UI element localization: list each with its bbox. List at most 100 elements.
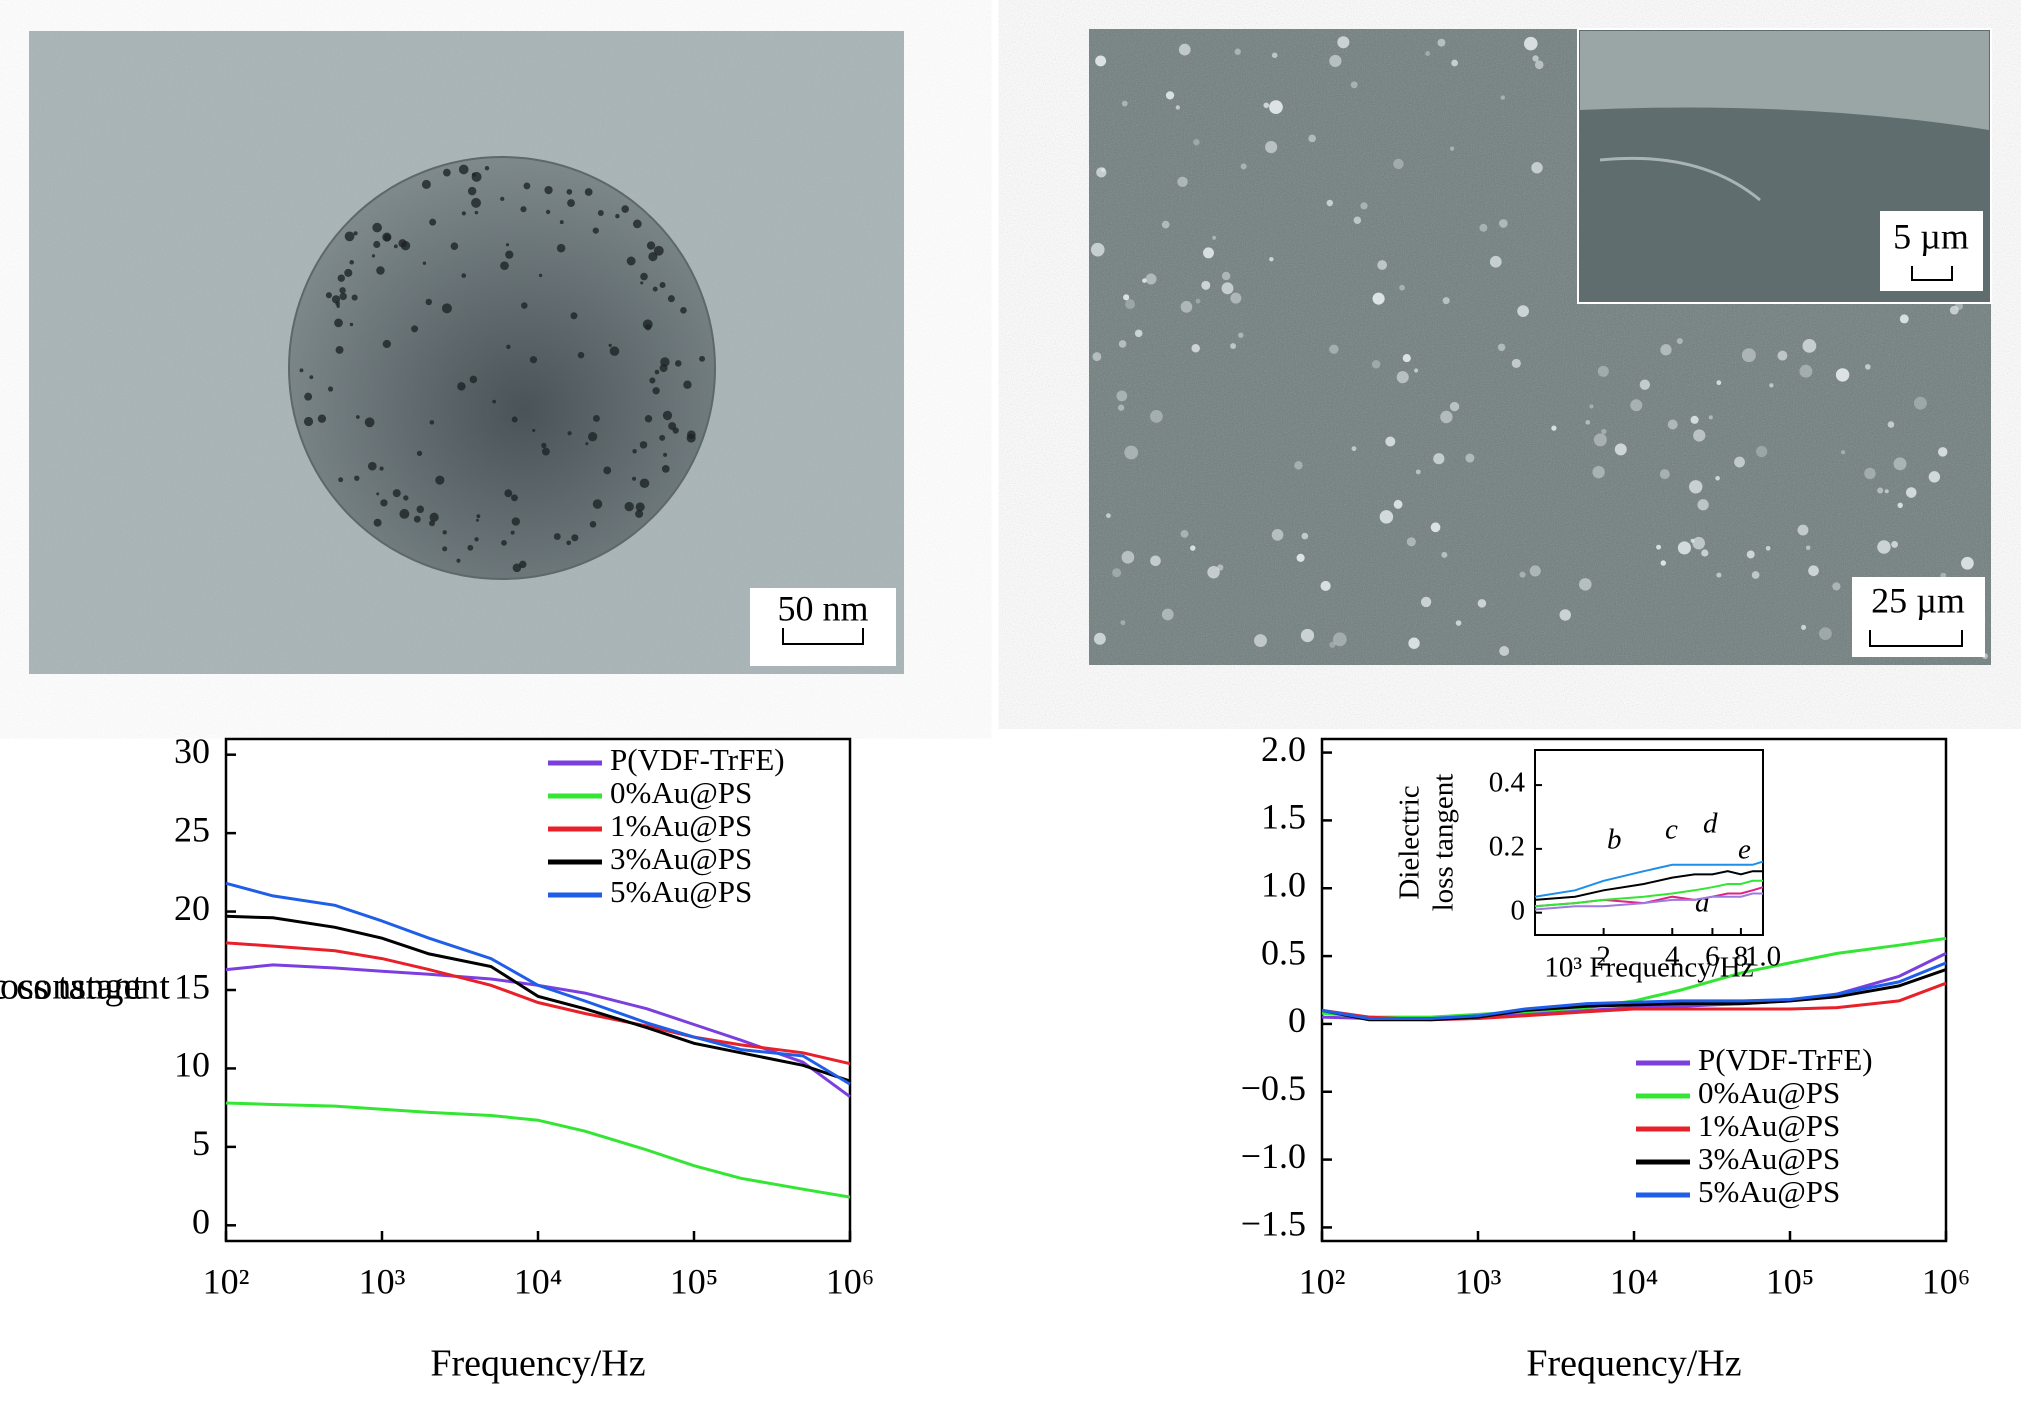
particle — [683, 380, 692, 389]
particle — [626, 256, 636, 266]
particle — [393, 244, 398, 249]
particle — [1296, 553, 1305, 562]
series-line — [1534, 860, 1764, 898]
y-tick-label: 5 — [192, 1123, 210, 1163]
particle — [304, 392, 313, 401]
particle — [1134, 329, 1143, 338]
particle — [1667, 419, 1678, 430]
particle — [429, 420, 435, 425]
particle — [1301, 532, 1309, 540]
particle — [652, 387, 660, 395]
particle — [674, 360, 682, 367]
particle — [662, 410, 673, 421]
particle — [592, 414, 600, 422]
particle — [541, 447, 550, 456]
x-tick-label: 10⁵ — [1766, 1261, 1815, 1301]
particle — [1808, 565, 1819, 577]
y-tick-label: 20 — [174, 888, 210, 928]
particle — [1589, 404, 1594, 409]
particle — [521, 302, 528, 309]
particle — [317, 414, 327, 423]
x-tick-label: 10⁶ — [826, 1261, 875, 1301]
particle — [1396, 371, 1409, 384]
particle — [1597, 365, 1609, 377]
particle — [1121, 550, 1135, 564]
particle — [461, 273, 467, 278]
x-tick-label: 6 — [1705, 941, 1720, 973]
x-tick-label: 1.0 — [1745, 941, 1781, 973]
particle — [1263, 102, 1270, 109]
particle — [1308, 134, 1317, 143]
particle — [450, 242, 459, 251]
particle — [425, 298, 432, 306]
particle — [1193, 138, 1200, 146]
particle — [504, 489, 513, 498]
particle — [492, 399, 497, 404]
legend-label: 5%Au@PS — [610, 874, 752, 909]
particle — [1797, 524, 1809, 536]
y-tick-label: 1.0 — [1261, 865, 1306, 905]
x-tick-label: 10³ — [1455, 1261, 1502, 1301]
y-tick-label: 25 — [174, 809, 210, 849]
particle — [1532, 55, 1539, 62]
particle — [442, 168, 451, 177]
particle — [1393, 158, 1404, 170]
particle — [1893, 457, 1907, 471]
particle — [1329, 641, 1336, 648]
series-label: e — [1738, 834, 1751, 866]
particle — [680, 307, 687, 314]
y-tick-label: 2.0 — [1261, 729, 1306, 769]
particle — [1100, 167, 1106, 173]
particle — [589, 521, 597, 528]
particle — [1195, 298, 1201, 304]
particle — [1161, 608, 1174, 621]
particle — [1499, 646, 1510, 656]
particle — [339, 292, 347, 301]
series-label: c — [1665, 814, 1678, 846]
particle — [1551, 425, 1557, 431]
particle — [1177, 176, 1188, 188]
particle — [475, 518, 479, 522]
particle — [567, 199, 575, 207]
particle — [1161, 220, 1170, 229]
particle — [1756, 445, 1768, 458]
particle — [544, 185, 553, 195]
particle — [1150, 409, 1163, 423]
legend-label: 5%Au@PS — [1698, 1174, 1840, 1209]
particle — [371, 254, 376, 258]
plot-frame — [224, 737, 852, 1243]
y-tick-label: −1.5 — [1241, 1204, 1306, 1244]
y-tick-label: 0.4 — [1489, 767, 1526, 799]
particle — [344, 268, 353, 277]
legend-label: 3%Au@PS — [610, 841, 752, 876]
particle — [1660, 344, 1672, 356]
particle — [519, 560, 527, 569]
particle — [1351, 446, 1357, 452]
particle — [457, 382, 466, 391]
sem-image: 5 µm 25 µm — [1089, 28, 1992, 665]
particle — [1579, 578, 1592, 591]
particle — [456, 558, 461, 563]
series-line — [225, 941, 851, 1066]
particle — [659, 434, 666, 441]
particle — [1120, 620, 1126, 626]
y-axis-label: Dielectric — [1394, 785, 1426, 899]
particle — [1585, 420, 1591, 425]
particle — [1230, 292, 1242, 304]
particle — [1095, 55, 1107, 67]
particle — [416, 505, 425, 514]
particle — [398, 239, 407, 248]
particle — [1441, 551, 1448, 558]
particle — [1877, 487, 1884, 494]
particle — [1592, 465, 1605, 479]
legend-label: P(VDF-TrFE) — [1698, 1042, 1873, 1077]
particle — [1961, 556, 1974, 570]
particle — [672, 427, 679, 434]
particle — [1500, 95, 1506, 100]
particle — [429, 218, 437, 226]
particle — [331, 295, 341, 304]
particle — [416, 450, 423, 457]
particle — [441, 303, 452, 314]
particle — [1455, 620, 1462, 626]
